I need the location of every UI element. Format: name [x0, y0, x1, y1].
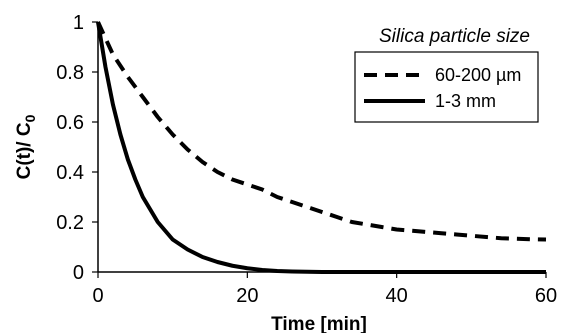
x-tick-label: 0 [92, 285, 103, 307]
y-tick-label: 0.4 [56, 162, 84, 184]
y-tick-label: 0.8 [56, 62, 84, 84]
y-tick-label: 0.2 [56, 212, 84, 234]
text-layer: 0 0.2 0.4 0.6 0.8 1 0 20 40 60 [56, 12, 557, 307]
legend-label-1-3mm: 1-3 mm [435, 91, 496, 111]
legend-label-60-200um: 60-200 µm [435, 65, 521, 85]
x-tick-label: 60 [535, 285, 557, 307]
y-tick-label: 0.6 [56, 112, 84, 134]
legend-box [354, 51, 539, 123]
series-layer [96, 21, 547, 274]
y-tick-label: 0 [73, 262, 84, 284]
y-axis-title-subscript: 0 [22, 114, 38, 122]
series-line-60-200um [96, 21, 547, 242]
x-tick-label: 20 [236, 285, 258, 307]
legend-title: Silica particle size [379, 26, 530, 47]
legend: Silica particle size 60-200 µm 1-3 mm [354, 26, 539, 123]
y-axis-title: C(t)/ C0 [14, 114, 38, 179]
x-tick-label: 40 [386, 285, 408, 307]
y-axis-title-main: C(t)/ C [14, 122, 35, 179]
series-line-1-3mm [96, 21, 546, 274]
y-tick-label: 1 [73, 12, 84, 34]
x-axis-title: Time [min] [271, 314, 367, 333]
